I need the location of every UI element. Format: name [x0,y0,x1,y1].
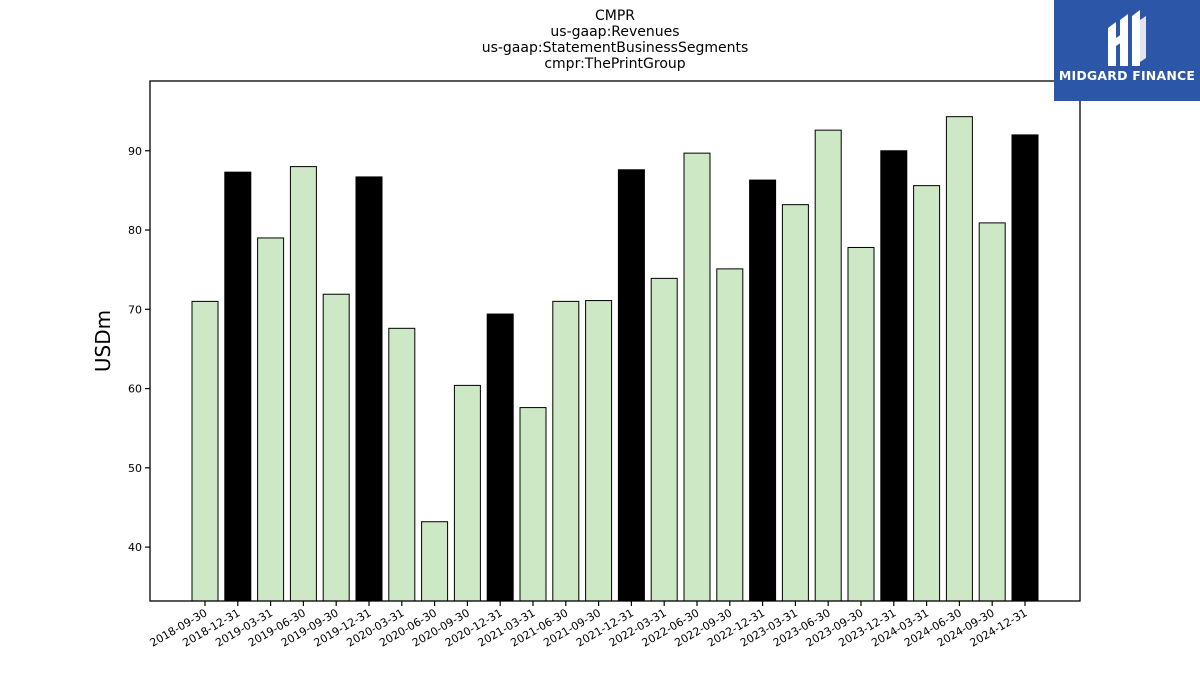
y-tick-label: 70 [128,303,142,316]
y-tick-label: 60 [128,383,142,396]
bar-2021-03-31 [519,407,547,602]
bar-2022-12-31 [749,179,777,602]
bar-2019-06-30 [289,166,317,602]
y-tick-label: 40 [128,541,142,554]
bar-2019-09-30 [322,293,350,602]
bars-group [191,116,1039,602]
bar-2023-12-31 [880,150,908,602]
plot-frame [149,80,1081,602]
bar-2024-12-31 [1011,134,1039,602]
bar-2023-09-30 [847,246,875,602]
bar-2020-09-30 [453,384,481,602]
chart-title-line: cmpr:ThePrintGroup [544,56,685,72]
bar-2022-06-30 [683,152,711,602]
bar-2022-09-30 [716,268,744,602]
bar-2019-12-31 [355,176,383,602]
bar-2024-03-31 [913,185,941,602]
y-tick-label: 80 [128,224,142,237]
bar-2020-03-31 [388,327,416,602]
y-tick-label: 50 [128,462,142,475]
logo-wordmark: MIDGARD FINANCE [1058,68,1196,83]
bar-2018-12-31 [224,171,252,602]
bar-2021-09-30 [585,300,613,602]
x-axis: 2018-09-302018-12-312019-03-312019-06-30… [148,601,1030,650]
midgard-finance-logo: MIDGARD FINANCE [1054,0,1200,101]
y-axis-label: USDm [91,310,115,372]
y-axis: 40 50 60 70 80 90 [128,145,150,554]
bar-2019-03-31 [257,237,285,602]
bar-2018-09-30 [191,300,219,602]
chart-title-line: us-gaap:StatementBusinessSegments [482,40,749,56]
bar-2020-12-31 [486,313,514,602]
bar-2022-03-31 [650,277,678,602]
bar-2021-12-31 [617,169,645,602]
chart-title-line: us-gaap:Revenues [550,24,679,40]
bar-2023-03-31 [781,204,809,602]
midgard-finance-logo-mark [1108,10,1146,66]
bar-2024-06-30 [945,116,973,602]
bar-2024-09-30 [978,222,1006,602]
bar-2021-06-30 [552,300,580,602]
chart-title-line: CMPR [595,8,635,24]
bar-2023-06-30 [814,129,842,602]
chart-title: CMPRus-gaap:Revenuesus-gaap:StatementBus… [482,8,749,72]
bar-2020-06-30 [421,521,449,602]
y-tick-label: 90 [128,145,142,158]
